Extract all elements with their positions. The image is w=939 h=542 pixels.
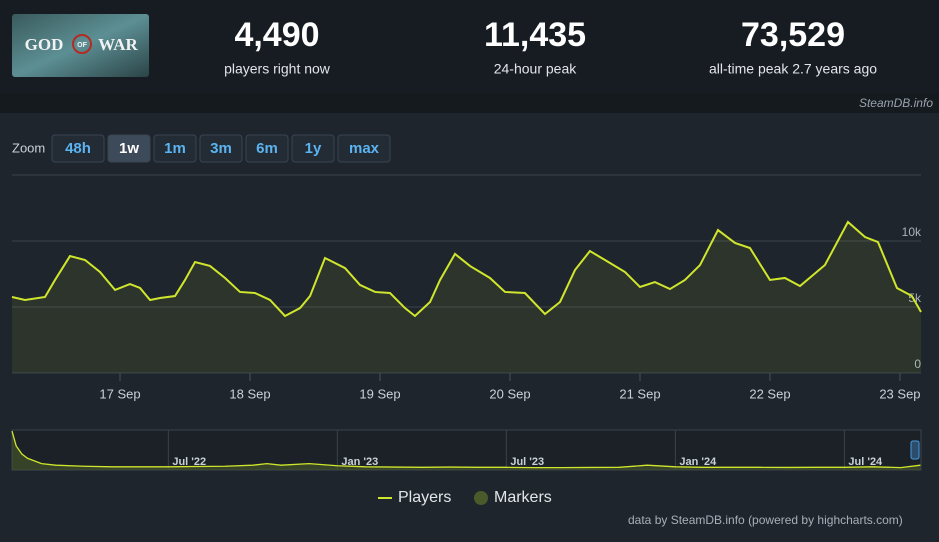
stat-label: players right now	[224, 61, 331, 77]
x-tick-label: 18 Sep	[229, 386, 270, 401]
site-name: SteamDB.info	[859, 96, 933, 110]
x-tick-label: 21 Sep	[619, 386, 660, 401]
legend-label: Players	[398, 489, 451, 506]
logo-text: WAR	[98, 35, 138, 54]
zoom-button[interactable]	[107, 134, 151, 163]
zoom-button-label: 1y	[305, 140, 322, 157]
zoom-label: Zoom	[12, 140, 45, 155]
stat-value: 4,490	[234, 16, 319, 54]
navigator-tick-label: Jul '24	[848, 456, 883, 468]
y-tick-label: 10k	[902, 225, 922, 239]
logo-text: GOD	[25, 35, 64, 54]
header	[0, 0, 939, 93]
zoom-button-label: 48h	[65, 140, 91, 157]
y-tick-label: 0	[914, 357, 921, 371]
zoom-button-label: 1w	[119, 140, 139, 157]
area-fill	[12, 221, 921, 373]
zoom-button-label: 3m	[210, 140, 232, 157]
stat-label: all-time peak 2.7 years ago	[709, 61, 877, 77]
navigator-line	[11, 430, 921, 469]
x-tick-label: 19 Sep	[359, 386, 400, 401]
navigator-tick-label: Jul '23	[510, 456, 544, 468]
navigator-handle[interactable]	[910, 440, 920, 460]
navigator-tick-label: Jan '24	[679, 456, 717, 468]
zoom-button-label: 1m	[164, 140, 186, 157]
logo-emblem	[72, 34, 92, 54]
zoom-button-label: max	[349, 140, 380, 157]
credits: data by SteamDB.info (powered by highcha…	[628, 513, 903, 527]
site-bar	[0, 93, 939, 113]
zoom-button[interactable]	[337, 134, 391, 163]
zoom-button[interactable]	[245, 134, 289, 163]
x-tick-label: 20 Sep	[489, 386, 530, 401]
navigator-tick-label: Jan '23	[341, 456, 378, 468]
zoom-button[interactable]	[291, 134, 335, 163]
navigator	[11, 429, 922, 471]
navigator-tick-label: Jul '22	[172, 456, 206, 468]
zoom-button[interactable]	[51, 134, 105, 163]
zoom-button[interactable]	[199, 134, 243, 163]
stat-value: 73,529	[741, 16, 845, 54]
logo-text: OF	[77, 42, 87, 49]
legend-symbol	[474, 491, 488, 505]
y-tick-label: 5k	[908, 291, 922, 305]
game-logo	[12, 14, 149, 77]
series-line	[11, 220, 922, 318]
zoom-button[interactable]	[153, 134, 197, 163]
stat-label: 24-hour peak	[494, 61, 578, 77]
zoom-button-label: 6m	[256, 140, 278, 157]
x-tick-label: 17 Sep	[99, 386, 140, 401]
x-tick-label: 23 Sep	[879, 386, 920, 401]
legend-label: Markers	[494, 489, 552, 506]
x-tick-label: 22 Sep	[749, 386, 790, 401]
stat-value: 11,435	[484, 16, 586, 54]
